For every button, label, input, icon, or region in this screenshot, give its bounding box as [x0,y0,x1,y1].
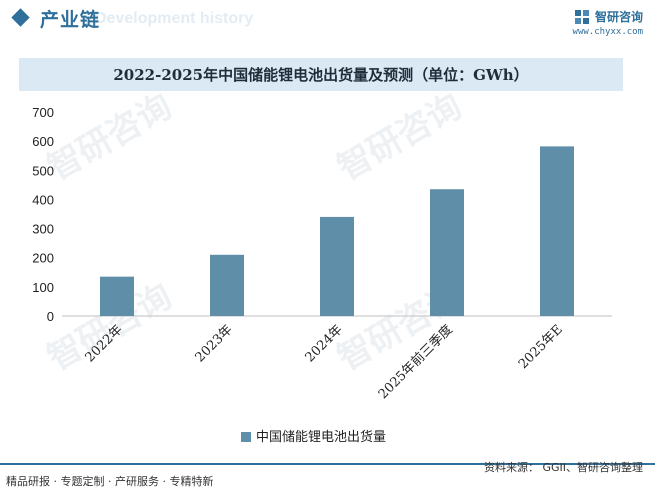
header: Development history 产业链 智研咨询 www.chyxx.c… [0,0,655,40]
ghost-heading: Development history [95,10,254,27]
bar [540,146,574,316]
legend-label: 中国储能锂电池出货量 [256,429,386,445]
bar [320,216,354,316]
diamond-icon [11,8,30,27]
y-tick-label: 500 [32,163,54,178]
x-tick-label: 2022年 [83,322,126,365]
bar [430,189,464,316]
x-tick-label: 2024年 [303,322,346,365]
y-tick-label: 0 [47,309,54,324]
y-tick-label: 400 [32,192,54,207]
chart-title-bar: 2022-2025年中国储能锂电池出货量及预测（单位：GWh） [19,58,623,91]
chart-title: 2022-2025年中国储能锂电池出货量及预测（单位：GWh） [113,66,529,84]
x-tick-label: 2025年前三季度 [375,322,456,403]
section-title: 产业链 [40,9,101,31]
bar [100,276,134,316]
brand-url: www.chyxx.com [572,27,643,37]
bar-chart: 0 100 200 300 400 500 600 700 2022年 2023年 2024年 202… [32,105,612,445]
y-tick-label: 200 [32,251,54,266]
y-tick-label: 700 [32,105,54,120]
footer: 精品研报 · 专题定制 · 产研服务 · 专精特新 资料来源： GGII、智研咨… [0,461,655,499]
y-tick-label: 100 [32,280,54,295]
brand-name: 智研咨询 [594,10,643,24]
legend-swatch [241,432,251,442]
footer-divider [0,463,655,465]
footer-tagline: 精品研报 · 专题定制 · 产研服务 · 专精特新 [6,475,214,488]
data-source: 资料来源： GGII、智研咨询整理 [483,461,643,474]
x-tick-label: 2025年E [516,322,566,372]
y-tick-label: 600 [32,134,54,149]
y-tick-label: 300 [32,222,54,237]
brand-logo-icon [574,9,589,24]
bar [210,254,244,316]
x-tick-label: 2023年 [193,322,236,365]
brand: 智研咨询 www.chyxx.com [573,6,643,37]
